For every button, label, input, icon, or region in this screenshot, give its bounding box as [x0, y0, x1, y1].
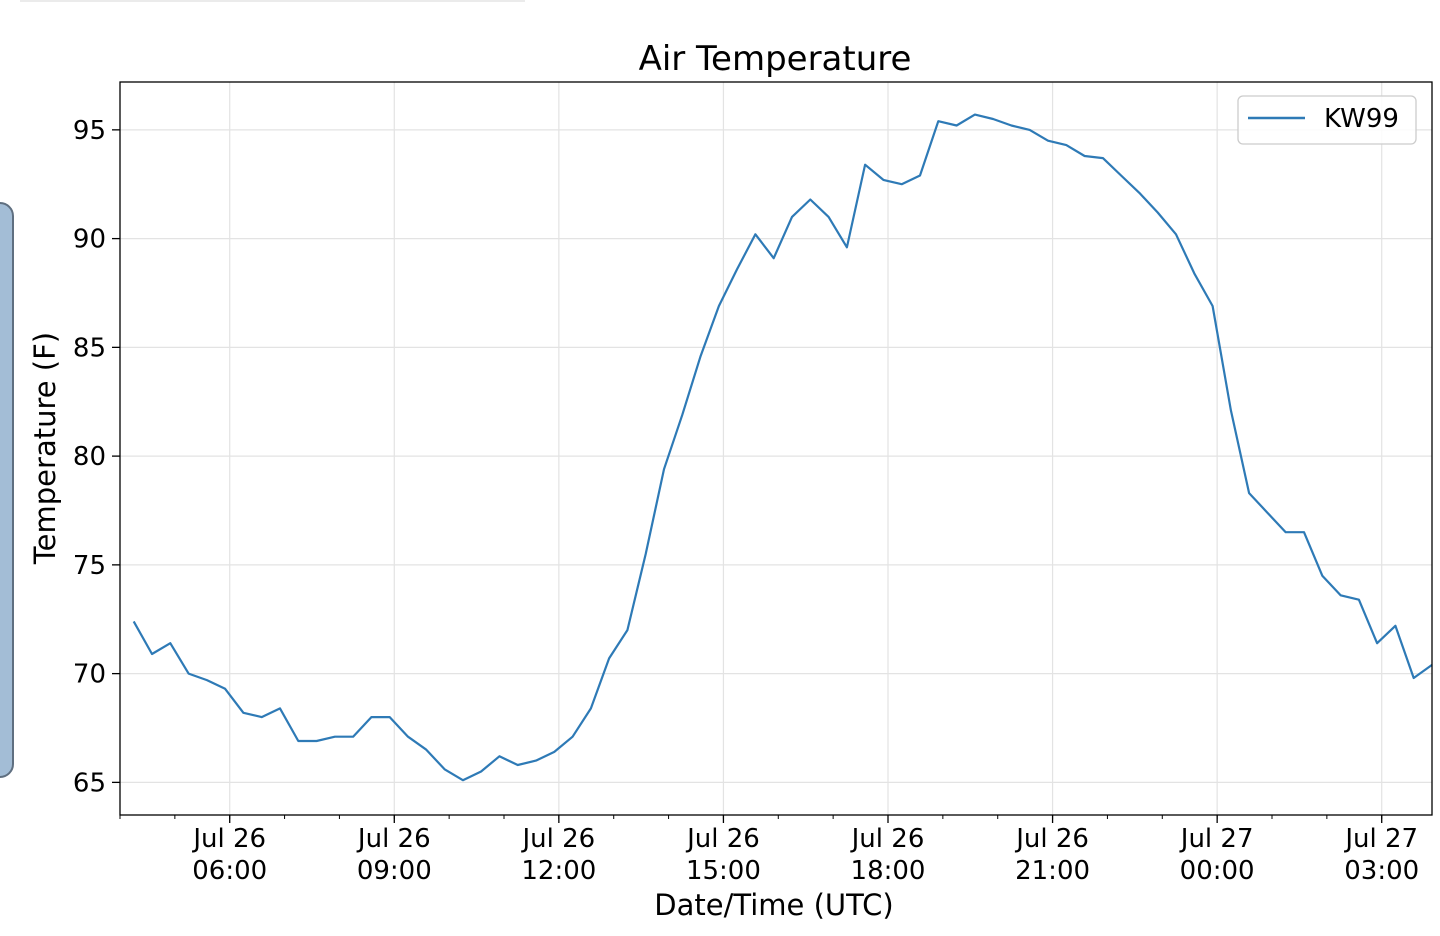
- x-tick-label-date: Jul 26: [685, 824, 760, 854]
- x-tick-label-date: Jul 27: [1179, 824, 1254, 854]
- x-tick-label-time: 09:00: [357, 856, 432, 886]
- y-tick-label: 65: [73, 768, 106, 798]
- y-tick-label: 90: [73, 225, 106, 255]
- x-tick-label-time: 12:00: [521, 856, 596, 886]
- y-gridlines: [120, 129, 1432, 783]
- x-tick-label-time: 21:00: [1015, 856, 1090, 886]
- x-tick-label-date: Jul 27: [1343, 824, 1418, 854]
- x-tick-label-time: 18:00: [851, 856, 926, 886]
- plot-frame: [119, 81, 1433, 816]
- y-axis-label: Temperature (F): [28, 332, 62, 565]
- x-tick-label-time: 03:00: [1344, 856, 1419, 886]
- y-tick-label: 95: [73, 116, 106, 146]
- x-tick-label-date: Jul 26: [520, 824, 595, 854]
- x-tick-label-time: 15:00: [686, 856, 761, 886]
- legend: KW99: [1237, 95, 1417, 145]
- x-axis-label: Date/Time (UTC): [654, 888, 893, 922]
- y-tick-label: 75: [73, 551, 106, 581]
- x-tick-label-date: Jul 26: [850, 824, 925, 854]
- x-gridlines: [229, 82, 1383, 815]
- legend-label-kw99: KW99: [1324, 104, 1399, 134]
- y-axis-ticks: 65 70 75 80 85 90 95: [73, 116, 120, 798]
- y-tick-label: 70: [73, 660, 106, 690]
- top-divider-strip: [20, 0, 525, 2]
- legend-box: [1237, 95, 1417, 145]
- x-tick-label-time: 00:00: [1180, 856, 1255, 886]
- x-tick-label-date: Jul 26: [356, 824, 431, 854]
- x-tick-label-time: 06:00: [192, 856, 267, 886]
- x-tick-label-date: Jul 26: [1014, 824, 1089, 854]
- y-tick-label: 80: [73, 442, 106, 472]
- x-tick-label-date: Jul 26: [191, 824, 266, 854]
- chart-title: Air Temperature: [639, 39, 912, 79]
- y-tick-label: 85: [73, 333, 106, 363]
- series-line-kw99: [132, 113, 1433, 782]
